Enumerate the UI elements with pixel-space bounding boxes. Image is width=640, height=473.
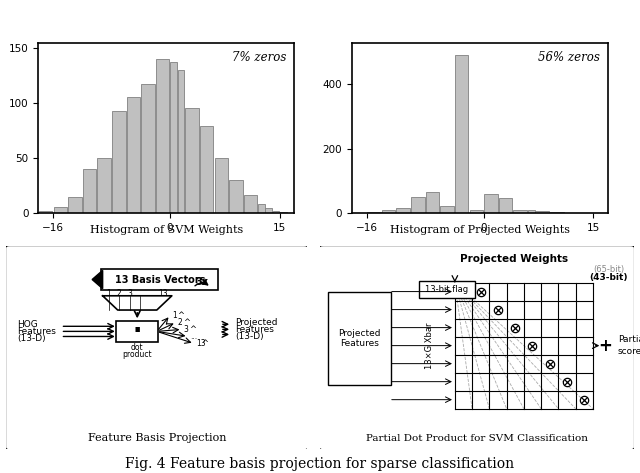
Text: ^: ^: [202, 339, 209, 348]
Bar: [280, 212, 287, 213]
FancyBboxPatch shape: [328, 292, 390, 385]
Text: product: product: [122, 350, 152, 359]
Bar: [244, 195, 257, 213]
Text: 1: 1: [172, 311, 177, 320]
Text: Projected
Features: Projected Features: [338, 329, 380, 348]
Bar: [440, 206, 454, 213]
Text: 3: 3: [127, 289, 132, 298]
Bar: [156, 59, 170, 213]
Text: 13 Basis Vectors: 13 Basis Vectors: [115, 274, 205, 285]
Bar: [39, 210, 52, 213]
Text: Features: Features: [17, 327, 56, 336]
Bar: [513, 210, 527, 213]
FancyBboxPatch shape: [116, 321, 158, 342]
Text: Projected: Projected: [235, 318, 278, 327]
Text: ...: ...: [137, 289, 144, 298]
Text: Fig. 4 Feature basis projection for sparse classification: Fig. 4 Feature basis projection for spar…: [125, 456, 515, 471]
Bar: [54, 207, 67, 213]
Text: 56% zeros: 56% zeros: [538, 51, 600, 64]
Text: ^: ^: [189, 325, 196, 334]
Text: (13-D): (13-D): [235, 332, 264, 341]
Text: ·: ·: [132, 319, 142, 343]
Bar: [229, 180, 243, 213]
Text: 2: 2: [178, 318, 182, 327]
Bar: [499, 198, 513, 213]
Text: 13-bit flag: 13-bit flag: [426, 285, 468, 294]
Bar: [266, 209, 272, 213]
Bar: [367, 212, 381, 213]
Text: Histogram of SVM Weights: Histogram of SVM Weights: [90, 225, 243, 235]
Text: 13×G Xbar: 13×G Xbar: [425, 323, 435, 369]
Text: dot: dot: [131, 342, 143, 351]
Text: (13-D): (13-D): [17, 334, 45, 343]
Text: ...: ...: [190, 332, 197, 341]
Text: 13: 13: [196, 339, 205, 348]
Text: 3x: 3x: [195, 277, 209, 287]
Text: Projected Weights: Projected Weights: [460, 254, 568, 264]
Text: Features: Features: [235, 325, 274, 334]
Bar: [170, 62, 177, 213]
Bar: [426, 192, 439, 213]
Bar: [528, 210, 534, 213]
Polygon shape: [92, 271, 102, 289]
Bar: [550, 212, 564, 213]
FancyBboxPatch shape: [419, 280, 476, 298]
Bar: [178, 70, 184, 213]
Text: (65-bit): (65-bit): [593, 265, 624, 274]
Bar: [127, 97, 140, 213]
Bar: [470, 210, 483, 213]
Bar: [200, 126, 213, 213]
Text: 3: 3: [184, 325, 189, 334]
Bar: [97, 158, 111, 213]
FancyBboxPatch shape: [5, 245, 308, 450]
Text: (43-bit): (43-bit): [589, 273, 628, 282]
Bar: [411, 197, 424, 213]
Text: ^: ^: [177, 311, 184, 320]
Bar: [382, 210, 396, 213]
Text: Histogram of Projected Weights: Histogram of Projected Weights: [390, 225, 570, 235]
Bar: [396, 208, 410, 213]
Bar: [258, 204, 265, 213]
Bar: [214, 158, 228, 213]
Bar: [484, 193, 498, 213]
Text: 7% zeros: 7% zeros: [232, 51, 287, 64]
Bar: [83, 169, 97, 213]
Text: ^: ^: [184, 318, 190, 327]
FancyBboxPatch shape: [319, 245, 635, 450]
Bar: [536, 211, 549, 213]
Bar: [185, 108, 199, 213]
Bar: [273, 210, 280, 213]
Text: Partial Dot Product for SVM Classification: Partial Dot Product for SVM Classificati…: [366, 434, 588, 443]
FancyBboxPatch shape: [101, 269, 218, 289]
Text: +: +: [598, 337, 612, 355]
Bar: [141, 84, 155, 213]
Text: score: score: [618, 347, 640, 356]
Bar: [455, 55, 468, 213]
Text: HOG: HOG: [17, 320, 38, 329]
Text: Feature Basis Projection: Feature Basis Projection: [88, 433, 226, 443]
Text: 13: 13: [158, 289, 168, 298]
Bar: [112, 111, 125, 213]
Text: 2: 2: [117, 289, 122, 298]
Text: Partial: Partial: [618, 335, 640, 344]
Bar: [68, 197, 82, 213]
Text: 1: 1: [106, 289, 111, 298]
